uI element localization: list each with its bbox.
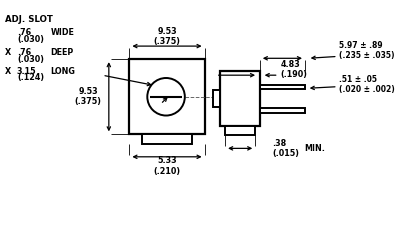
Text: 4.83
(.190): 4.83 (.190) — [280, 60, 308, 79]
Bar — [260, 108, 305, 113]
Bar — [220, 71, 260, 126]
Text: .38
(.015): .38 (.015) — [272, 139, 299, 158]
Text: 5.33
(.210): 5.33 (.210) — [154, 157, 180, 176]
Text: (.124): (.124) — [17, 73, 44, 82]
Bar — [213, 90, 220, 107]
Text: LONG: LONG — [51, 67, 76, 76]
Bar — [260, 84, 305, 89]
Text: WIDE: WIDE — [51, 28, 74, 37]
Text: 3.15: 3.15 — [17, 67, 36, 76]
Text: .51 ± .05
(.020 ± .002): .51 ± .05 (.020 ± .002) — [339, 75, 394, 95]
Text: .76: .76 — [17, 48, 31, 57]
Bar — [142, 134, 192, 144]
Text: 5.97 ± .89
(.235 ± .035): 5.97 ± .89 (.235 ± .035) — [339, 41, 394, 61]
Text: DEEP: DEEP — [51, 48, 74, 57]
Text: 9.53
(.375): 9.53 (.375) — [154, 27, 180, 46]
Text: MIN.: MIN. — [304, 144, 325, 153]
Bar — [225, 126, 255, 135]
Bar — [130, 59, 204, 134]
Text: X: X — [5, 48, 11, 57]
Text: X: X — [5, 67, 11, 76]
Text: .76: .76 — [17, 28, 31, 37]
Text: ADJ. SLOT: ADJ. SLOT — [5, 15, 52, 24]
Text: 9.53
(.375): 9.53 (.375) — [75, 87, 102, 106]
Text: (.030): (.030) — [17, 35, 44, 44]
Text: (.030): (.030) — [17, 55, 44, 63]
